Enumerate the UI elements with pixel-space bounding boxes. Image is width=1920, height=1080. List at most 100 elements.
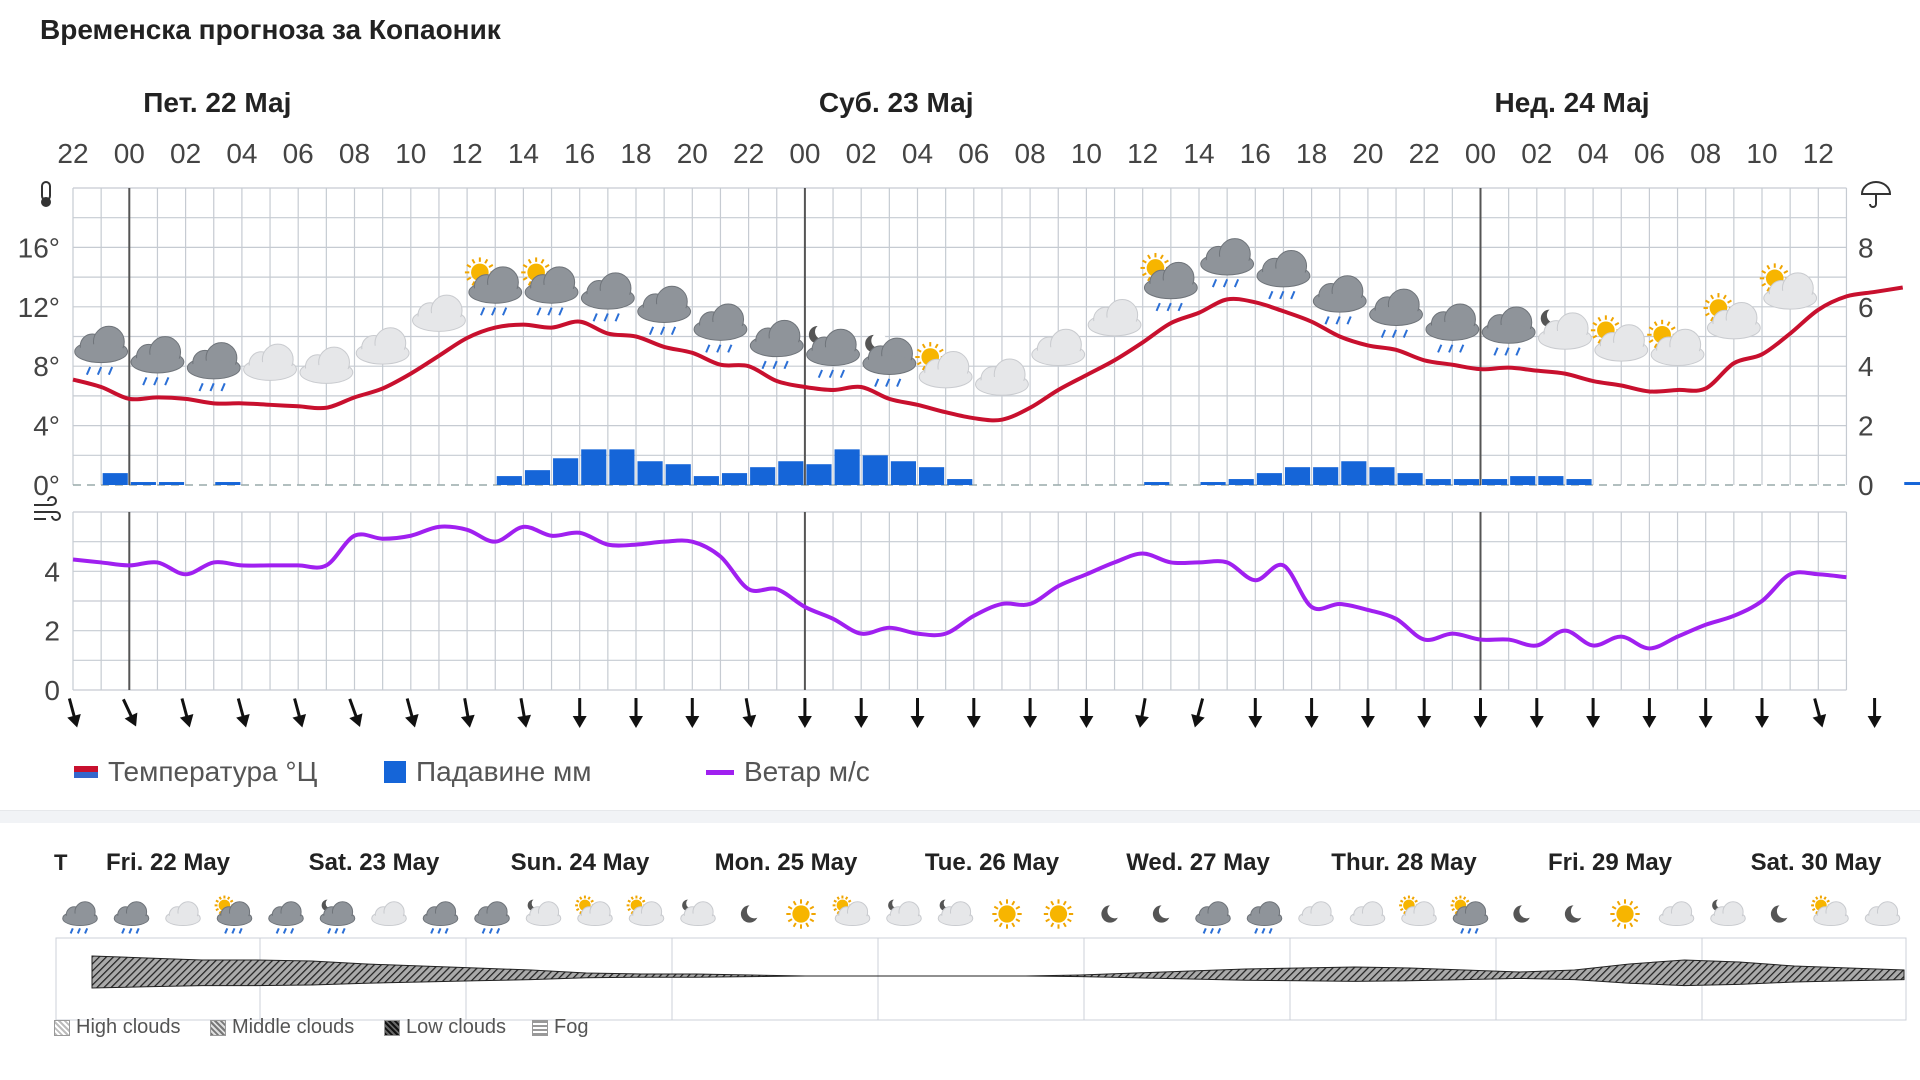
rain-drop (430, 928, 435, 934)
wind-arrow (1867, 698, 1882, 728)
cloud-cover-band (91, 955, 1905, 989)
week-icon (1101, 903, 1123, 923)
sun-ray (540, 258, 545, 264)
wind-arrow-head (517, 714, 531, 728)
wind-icon (34, 496, 61, 521)
precipitation-bar (778, 461, 804, 485)
cloud-legend-low: Low clouds (384, 1016, 506, 1039)
wind-arrow-head (1812, 714, 1827, 728)
sun-ray (627, 907, 631, 912)
precipitation-bar (1341, 461, 1367, 485)
moon-cut (815, 324, 830, 340)
cloud-part (1453, 913, 1488, 925)
rain-drop (1380, 329, 1386, 338)
sun-core (998, 905, 1016, 923)
hour-tick-label: 06 (1634, 138, 1665, 169)
rain-drop (896, 378, 902, 387)
wind-arrow (1135, 697, 1149, 728)
cloud-part (1865, 913, 1900, 925)
page-title: Временска прогноза за Копаоник (40, 14, 501, 45)
cloud-part (75, 343, 127, 362)
hour-tick-label: 02 (1521, 138, 1552, 169)
hour-tick-label: 06 (958, 138, 989, 169)
legend-temperature-swatch (74, 766, 98, 778)
sun-ray (466, 264, 472, 268)
wind-arrow-head (742, 714, 757, 728)
hour-tick-label: 20 (1352, 138, 1383, 169)
rain-drop (1459, 344, 1465, 353)
week-icons (62, 895, 1901, 934)
wind-arrow (1755, 698, 1769, 728)
weather-icon (1425, 303, 1480, 353)
rain-drop (705, 344, 711, 353)
sun-ray (805, 900, 810, 906)
sun-ray (1147, 254, 1152, 260)
sun-ray (471, 258, 476, 264)
rain-drop (839, 369, 845, 379)
wind-arrow-head (1473, 716, 1488, 728)
precipitation-bar (1397, 473, 1423, 485)
cloud-part (526, 284, 577, 303)
sun-core (1616, 905, 1634, 923)
wind-arrow (685, 698, 700, 728)
sun-ray (579, 910, 583, 915)
legend-wind-swatch (706, 769, 734, 775)
week-icon (680, 898, 716, 927)
precipitation-bar (750, 467, 776, 485)
precipitation-bar (102, 473, 128, 485)
wind-arrow (1191, 698, 1205, 728)
sun-ray (845, 896, 849, 900)
rain-drop (1402, 329, 1408, 338)
legend-temperature-label: Температура °Ц (108, 756, 318, 787)
sun-ray (847, 899, 852, 903)
cloud-part (1483, 324, 1534, 343)
cloud-part (188, 360, 240, 378)
hour-tick-label: 18 (1296, 138, 1327, 169)
precipitation-bar (665, 464, 691, 485)
week-icon (422, 901, 459, 934)
wind-arrow (966, 698, 981, 728)
sun-ray (522, 264, 528, 268)
sun-ray (916, 348, 922, 353)
wind-arrow-head (236, 714, 250, 728)
rain-drop (1467, 928, 1472, 934)
cloud-legend-middle-swatch (210, 1019, 226, 1036)
rain-drop (481, 928, 486, 934)
cloud-part (1427, 321, 1478, 340)
rain-drop (1493, 347, 1499, 356)
cloud-part (1539, 330, 1591, 349)
wind-arrow-head (1417, 716, 1432, 728)
moon-cut (1546, 307, 1562, 323)
rain-drop (76, 928, 81, 934)
moon-cut (943, 898, 954, 909)
rain-drop (69, 928, 74, 934)
sun-ray (575, 899, 580, 903)
wind-arrow-head (1529, 716, 1544, 728)
sun-ray (1164, 259, 1169, 264)
weather-icon (521, 257, 579, 316)
week-icon (62, 901, 98, 934)
weather-icon (975, 358, 1029, 396)
moon-cut (746, 903, 762, 919)
weather-icon (580, 272, 635, 322)
wind-arrow-head (1698, 716, 1713, 728)
cloud-legend-low-swatch (384, 1019, 400, 1036)
weather-icon (186, 342, 241, 392)
rain-drop (1460, 928, 1465, 934)
weather-icon (806, 324, 860, 379)
rain-drop (1324, 316, 1330, 325)
cloud-part (372, 913, 406, 925)
hour-tick-label: 12 (452, 138, 483, 169)
legend-wind-label: Ветар м/с (744, 756, 870, 787)
temp-axis-label: 8° (33, 351, 60, 382)
wind-arrow (1642, 698, 1657, 728)
week-icon (937, 898, 974, 927)
wind-arrow (1079, 698, 1094, 728)
sun-ray (641, 899, 646, 903)
sun-ray (916, 361, 922, 366)
week-icon (575, 895, 613, 927)
sun-ray (792, 900, 797, 906)
wind-arrow (854, 698, 869, 728)
weather-icon (1647, 319, 1705, 367)
precipitation-bar (1904, 482, 1920, 485)
